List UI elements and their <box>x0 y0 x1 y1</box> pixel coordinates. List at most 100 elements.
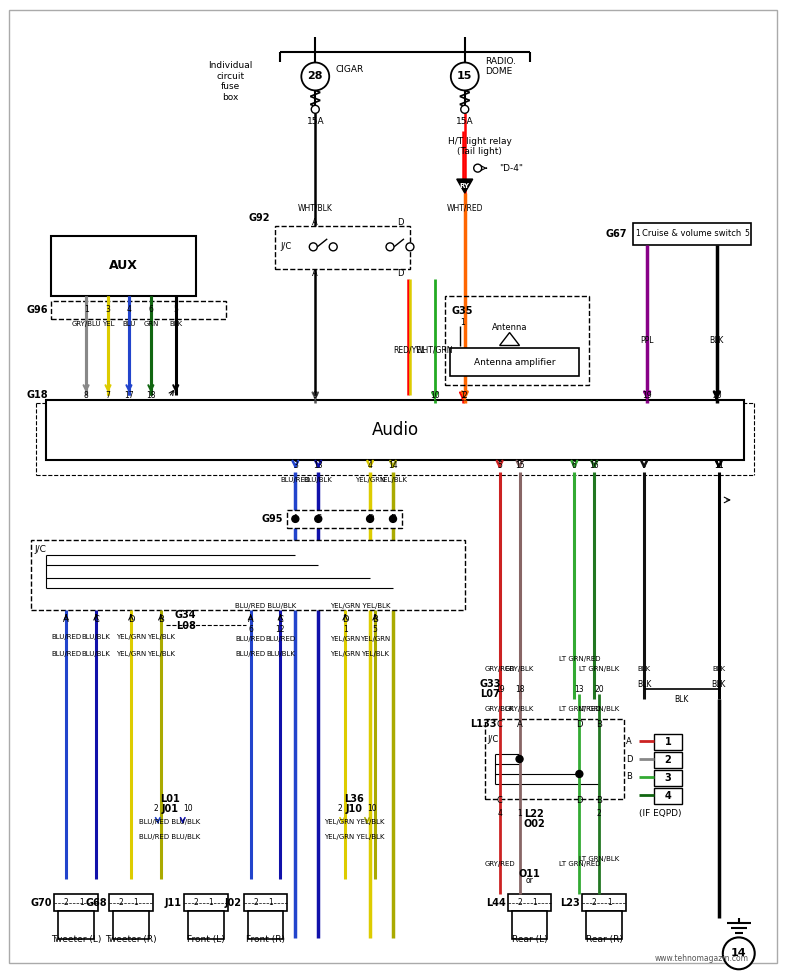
Bar <box>654 734 682 750</box>
Text: 1: 1 <box>208 898 213 907</box>
Text: L01: L01 <box>160 794 180 804</box>
Text: C: C <box>497 796 502 806</box>
Text: WHT/RED: WHT/RED <box>446 203 483 212</box>
Text: YEL/GRN: YEL/GRN <box>360 636 390 642</box>
Circle shape <box>314 516 321 523</box>
Text: BLK: BLK <box>637 680 652 689</box>
Bar <box>508 893 552 912</box>
Text: 1: 1 <box>461 391 465 400</box>
Text: G92: G92 <box>249 213 270 223</box>
Text: J/C: J/C <box>281 242 292 251</box>
Text: B: B <box>390 515 396 523</box>
Text: Audio: Audio <box>372 421 419 439</box>
Text: 4: 4 <box>127 306 131 314</box>
Text: 4: 4 <box>665 791 671 801</box>
Text: 9: 9 <box>313 391 318 400</box>
Text: YEL/BLK: YEL/BLK <box>147 634 174 640</box>
Bar <box>654 788 682 804</box>
Text: 2: 2 <box>193 898 198 907</box>
Text: BLU: BLU <box>123 320 136 327</box>
Text: PPL: PPL <box>641 336 654 345</box>
Text: 5: 5 <box>174 306 178 314</box>
Text: 14: 14 <box>388 460 398 470</box>
Text: 7: 7 <box>105 391 111 400</box>
Text: YEL/GRN YEL/BLK: YEL/GRN YEL/BLK <box>324 819 384 825</box>
Text: BLU/BLK: BLU/BLK <box>82 634 111 640</box>
Circle shape <box>451 62 479 90</box>
Text: YEL/GRN: YEL/GRN <box>330 651 360 658</box>
Text: 10: 10 <box>367 805 376 813</box>
Text: 10: 10 <box>430 391 439 400</box>
Text: J02: J02 <box>225 897 241 908</box>
Text: C: C <box>93 615 99 624</box>
Circle shape <box>329 243 337 251</box>
Text: 1: 1 <box>84 306 89 314</box>
Text: YEL/GRN: YEL/GRN <box>116 651 146 658</box>
Text: 16: 16 <box>590 460 599 470</box>
Text: A: A <box>312 218 318 228</box>
Text: LT GRN/BLK: LT GRN/BLK <box>579 706 619 712</box>
Text: or: or <box>526 876 534 885</box>
Text: BLU/RED: BLU/RED <box>51 651 81 658</box>
Text: 6: 6 <box>149 306 153 314</box>
Text: J10: J10 <box>346 804 362 813</box>
Text: GRY/RED: GRY/RED <box>484 861 515 867</box>
Text: 4: 4 <box>498 810 502 818</box>
Text: Antenna: Antenna <box>492 323 527 332</box>
Bar <box>184 893 228 912</box>
Text: RED/YEL: RED/YEL <box>393 346 425 355</box>
Text: L08: L08 <box>176 621 196 631</box>
Text: RADIO.
DOME: RADIO. DOME <box>485 56 516 76</box>
Text: 2: 2 <box>337 805 342 813</box>
Text: YEL/BLK: YEL/BLK <box>379 477 407 483</box>
Circle shape <box>516 756 523 763</box>
Text: WHT/GRN: WHT/GRN <box>416 346 454 355</box>
Text: C: C <box>497 720 502 729</box>
Text: Antenna amplifier: Antenna amplifier <box>474 358 556 367</box>
Bar <box>31 540 465 609</box>
Text: 3: 3 <box>665 773 671 783</box>
Text: LT GRN/BLK: LT GRN/BLK <box>579 855 619 862</box>
Text: 19: 19 <box>642 391 652 400</box>
Text: 10: 10 <box>183 805 193 813</box>
Text: YEL/GRN YEL/BLK: YEL/GRN YEL/BLK <box>324 834 384 840</box>
Text: J01: J01 <box>161 804 178 813</box>
Text: BLU/RED BLU/BLK: BLU/RED BLU/BLK <box>235 602 296 608</box>
Text: G67: G67 <box>606 229 627 239</box>
Bar <box>582 893 626 912</box>
Text: D: D <box>367 515 373 523</box>
Text: C: C <box>315 515 321 523</box>
Text: 2: 2 <box>153 805 158 813</box>
Text: 1: 1 <box>461 318 465 327</box>
Text: 13: 13 <box>575 685 584 694</box>
Text: LT GRN/BLK: LT GRN/BLK <box>579 667 619 672</box>
Text: 15A: 15A <box>456 117 473 126</box>
Text: 13: 13 <box>314 460 323 470</box>
Text: 4: 4 <box>368 460 373 470</box>
Text: YEL: YEL <box>101 320 114 327</box>
Text: 28: 28 <box>307 71 323 82</box>
Text: LT GRN/RED: LT GRN/RED <box>559 706 600 712</box>
Text: 15: 15 <box>457 71 472 82</box>
Text: 1: 1 <box>134 898 138 907</box>
Circle shape <box>474 164 482 172</box>
Text: BLK: BLK <box>710 336 724 345</box>
Circle shape <box>310 243 318 251</box>
Text: YEL/GRN: YEL/GRN <box>116 634 146 640</box>
Circle shape <box>386 243 394 251</box>
Text: 5: 5 <box>744 230 749 238</box>
Text: RY: RY <box>460 183 470 189</box>
Text: D: D <box>397 218 403 228</box>
Text: 3: 3 <box>293 460 298 470</box>
Bar <box>109 893 152 912</box>
Bar <box>248 912 284 939</box>
Text: L22: L22 <box>524 809 545 819</box>
Text: GRY/BLK: GRY/BLK <box>505 667 534 672</box>
Text: 6: 6 <box>572 460 577 470</box>
Text: G68: G68 <box>86 897 107 908</box>
Text: Tweeter (L): Tweeter (L) <box>51 935 101 944</box>
Text: 3: 3 <box>105 306 111 314</box>
Text: GRY/BLU: GRY/BLU <box>72 320 101 327</box>
Bar <box>586 912 623 939</box>
Bar <box>445 296 590 385</box>
